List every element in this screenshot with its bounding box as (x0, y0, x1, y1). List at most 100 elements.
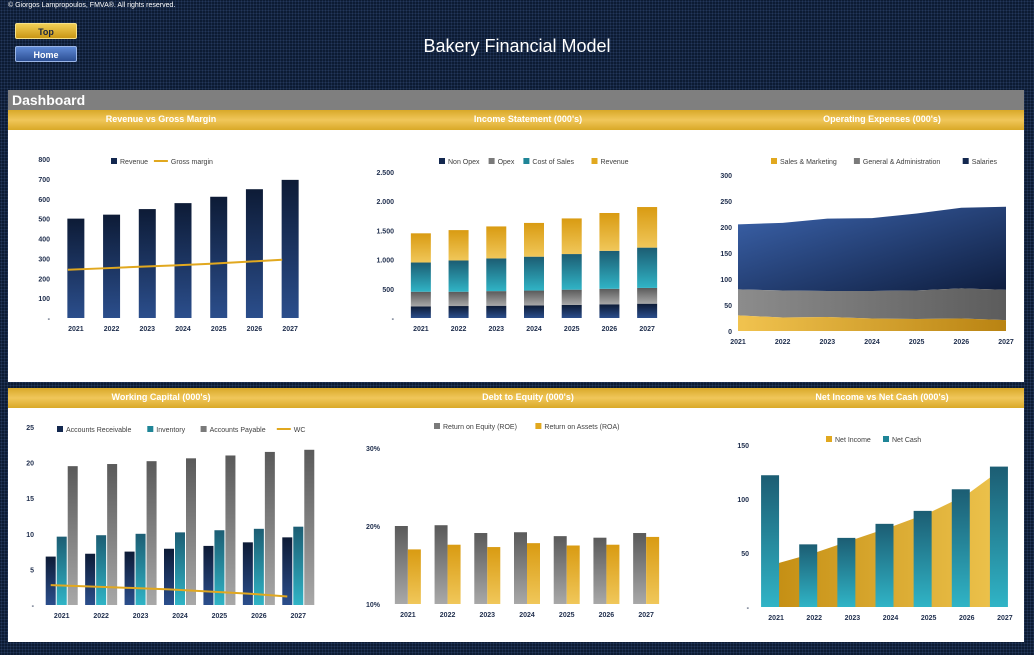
panel-title-income-statement: Income Statement (000's) (473, 114, 583, 124)
net-cash-bar (989, 466, 1008, 607)
working-capital-bar (135, 533, 146, 605)
x-tick-label: 2025 (212, 613, 228, 620)
working-capital-bar (264, 451, 275, 605)
legend-swatch (535, 423, 542, 429)
working-capital-bar (282, 537, 293, 605)
dashboard-title: Dashboard (12, 92, 86, 108)
legend-swatch (434, 423, 440, 429)
stacked-bar-segment (599, 288, 620, 305)
x-tick-label: 2023 (820, 339, 836, 346)
stacked-bar-segment (561, 254, 582, 290)
stacked-bar-segment (637, 303, 658, 318)
legend-label: Gross margin (171, 159, 213, 166)
ratio-bar (566, 545, 580, 604)
y-tick-label: 250 (720, 199, 732, 206)
chart-row-top: Revenue vs Gross Margin Income Statement… (8, 110, 1024, 382)
legend-label: Net Cash (892, 437, 921, 444)
legend-label: Inventory (156, 427, 185, 434)
y-tick-label: 10% (366, 602, 381, 609)
x-tick-label: 2022 (451, 326, 467, 333)
ratio-bar (474, 533, 488, 604)
legend-label: Accounts Receivable (66, 427, 131, 434)
y-tick-label: 5 (30, 567, 34, 574)
stacked-area (738, 206, 1006, 291)
stacked-bar-segment (524, 256, 544, 291)
y-tick-label: 150 (737, 443, 749, 450)
chart-row-bottom: Working Capital (000's) Debt to Equity (… (8, 388, 1024, 642)
x-tick-label: 2022 (806, 615, 822, 622)
working-capital-bar (253, 528, 264, 605)
ratio-bar (593, 537, 607, 604)
ratio-bar (514, 532, 527, 604)
legend-swatch (488, 158, 495, 164)
y-tick-label: 30% (366, 446, 381, 453)
y-tick-label: 200 (38, 276, 50, 283)
legend-label: Cost of Sales (532, 159, 574, 166)
x-tick-label: 2024 (519, 612, 535, 619)
stacked-bar-segment (524, 290, 544, 306)
legend-label: Return on Assets (ROA) (544, 424, 619, 431)
debt-to-equity-chart: 10% 20% 30% 2021 2022 2023 2024 2025 2026 2027 Ret… (366, 423, 660, 619)
y-tick-label: 2.500 (376, 170, 394, 177)
ratio-bar (553, 536, 567, 604)
y-tick-label: 1.500 (376, 228, 394, 235)
y-tick-label: 600 (38, 197, 50, 204)
ratio-bar (407, 549, 421, 604)
y-tick-label: 25 (26, 425, 34, 432)
revenue-bar (281, 179, 299, 318)
x-tick-label: 2026 (247, 326, 263, 333)
x-tick-label: 2021 (768, 615, 784, 622)
legend-swatch (439, 158, 445, 164)
y-tick-label: 400 (38, 237, 50, 244)
working-capital-bar (45, 556, 56, 605)
stacked-bar-segment (637, 287, 658, 304)
panel-title-working-capital: Working Capital (000's) (111, 392, 211, 402)
working-capital-bar (56, 536, 67, 605)
x-tick-label: 2024 (883, 615, 899, 622)
y-tick-label: 700 (38, 177, 50, 184)
x-tick-label: 2021 (68, 326, 84, 333)
working-capital-bar (67, 466, 78, 605)
y-tick-label: 100 (720, 277, 732, 284)
legend-swatch (57, 426, 63, 432)
y-tick-label: 500 (38, 217, 50, 224)
legend-swatch (853, 158, 860, 164)
legend-label: WC (294, 427, 306, 434)
net-cash-bar (761, 475, 780, 607)
legend-label: Sales & Marketing (780, 159, 837, 166)
stacked-bar-segment (599, 212, 620, 251)
legend-label: Salaries (972, 159, 998, 166)
ratio-bar (447, 544, 461, 604)
x-tick-label: 2027 (639, 326, 655, 333)
stacked-bar-segment (637, 207, 658, 248)
stacked-bar-segment (410, 262, 431, 292)
stacked-bar-segment (524, 222, 544, 257)
dashboard-header: Dashboard (8, 90, 1024, 110)
legend-swatch (883, 436, 889, 442)
panel-title-debt-to-equity: Debt to Equity (000's) (482, 392, 574, 402)
y-tick-label: - (48, 316, 51, 323)
x-tick-label: 2022 (440, 612, 456, 619)
legend-label: Revenue (120, 159, 148, 166)
x-tick-label: 2025 (921, 615, 937, 622)
working-capital-bar (293, 526, 304, 605)
home-button[interactable]: Home (15, 46, 77, 62)
ratio-bar (633, 533, 647, 604)
panel-title-operating-expenses: Operating Expenses (000's) (823, 114, 941, 124)
x-tick-label: 2021 (730, 339, 746, 346)
stacked-bar-segment (524, 305, 544, 318)
y-tick-label: 500 (382, 287, 394, 294)
x-tick-label: 2025 (909, 339, 925, 346)
top-button[interactable]: Top (15, 23, 77, 39)
y-tick-label: 800 (38, 157, 50, 164)
stacked-area (738, 315, 1006, 331)
y-tick-label: 300 (720, 173, 732, 180)
working-capital-bar (186, 458, 196, 605)
panel-title-banner (8, 388, 1024, 408)
stacked-bar-segment (410, 233, 431, 263)
x-tick-label: 2024 (175, 326, 191, 333)
x-tick-label: 2027 (638, 612, 654, 619)
ratio-bar (646, 536, 660, 604)
panel-title-revenue-gross-margin: Revenue vs Gross Margin (105, 114, 217, 124)
x-tick-label: 2021 (400, 612, 416, 619)
